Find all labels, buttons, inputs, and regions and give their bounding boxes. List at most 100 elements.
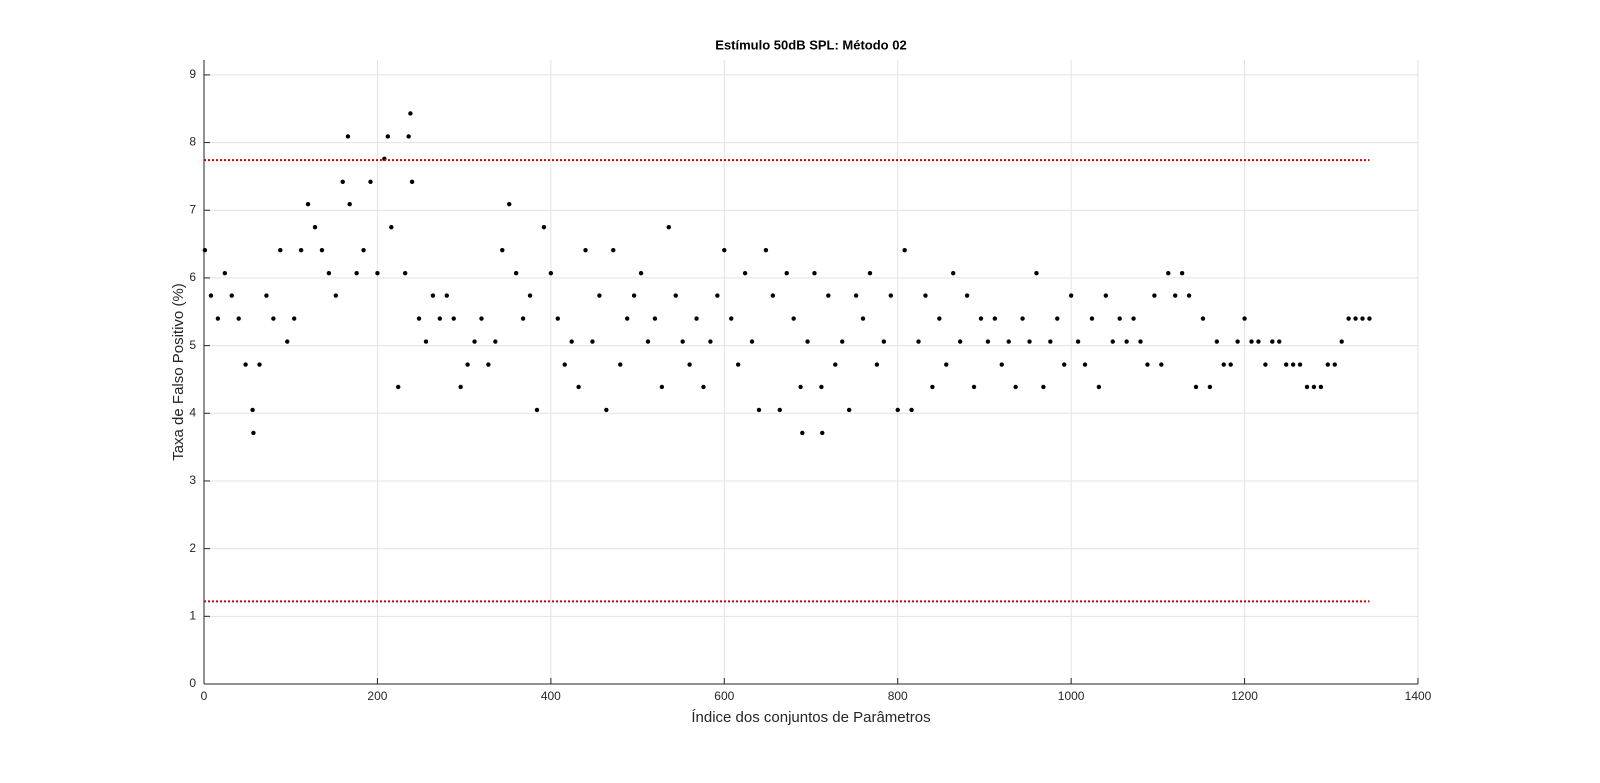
point — [1235, 339, 1240, 344]
point — [583, 247, 588, 253]
point — [1041, 384, 1046, 390]
point — [347, 201, 352, 207]
point — [853, 293, 859, 298]
point — [507, 201, 512, 207]
point — [756, 407, 762, 413]
point — [1283, 362, 1289, 367]
point — [652, 316, 658, 321]
point — [222, 270, 228, 276]
point — [833, 362, 838, 367]
point — [819, 384, 824, 390]
point — [416, 316, 422, 321]
point — [208, 293, 214, 298]
point — [1249, 339, 1254, 344]
point — [430, 293, 436, 298]
point — [846, 407, 852, 413]
point — [451, 316, 456, 321]
point — [465, 362, 470, 367]
point — [1290, 362, 1296, 367]
point — [326, 270, 332, 276]
point — [881, 339, 887, 344]
point — [805, 339, 810, 344]
point — [964, 293, 970, 298]
point — [305, 201, 311, 207]
point — [1117, 316, 1122, 321]
point — [402, 270, 408, 276]
point — [1214, 339, 1220, 344]
point — [1027, 339, 1032, 344]
point — [361, 247, 366, 253]
point — [389, 224, 394, 230]
x-tick-label: 1400 — [1405, 689, 1432, 703]
point — [777, 407, 782, 413]
point — [937, 316, 942, 321]
point — [722, 247, 727, 253]
y-tick-label: 1 — [189, 608, 196, 622]
point — [236, 316, 241, 321]
y-tick-label: 9 — [189, 67, 196, 81]
point — [1270, 339, 1275, 344]
point — [895, 407, 900, 413]
x-tick-label: 200 — [367, 689, 387, 703]
point — [798, 384, 803, 390]
point — [1006, 339, 1011, 344]
point — [618, 362, 623, 367]
point — [312, 224, 318, 230]
point — [1173, 293, 1178, 298]
point — [354, 270, 359, 276]
point — [860, 316, 866, 321]
point — [985, 339, 991, 344]
point — [800, 430, 805, 436]
point — [1186, 293, 1192, 298]
point — [555, 316, 560, 321]
point — [978, 316, 984, 321]
point — [1346, 316, 1351, 321]
point — [902, 247, 907, 253]
point — [458, 384, 463, 390]
point — [1297, 362, 1303, 367]
y-tick-label: 8 — [189, 135, 196, 149]
point — [562, 362, 567, 367]
point — [812, 270, 817, 276]
point — [396, 384, 401, 390]
point — [1228, 362, 1233, 367]
point — [408, 111, 413, 116]
point — [1096, 384, 1102, 390]
x-tick-label: 400 — [541, 689, 561, 703]
point — [472, 339, 477, 344]
point — [1089, 316, 1095, 321]
point — [1200, 316, 1206, 321]
x-tick-label: 1000 — [1058, 689, 1085, 703]
point — [909, 407, 914, 413]
point — [701, 384, 706, 390]
point — [1339, 339, 1344, 344]
point — [715, 293, 720, 298]
point — [1048, 339, 1053, 344]
point — [569, 339, 574, 344]
point — [486, 362, 491, 367]
point — [251, 430, 256, 436]
point — [215, 316, 221, 321]
x-tick-label: 1200 — [1231, 689, 1258, 703]
y-tick-label: 2 — [189, 541, 196, 555]
marks — [202, 111, 1372, 603]
point — [437, 316, 443, 321]
y-tick-label: 3 — [189, 473, 196, 487]
point — [257, 362, 262, 367]
point — [971, 384, 977, 390]
point — [298, 247, 304, 253]
point — [916, 339, 921, 344]
point — [645, 339, 651, 344]
point — [385, 134, 391, 139]
point — [687, 362, 692, 367]
point — [1318, 384, 1324, 390]
point — [708, 339, 713, 344]
point — [735, 362, 741, 367]
point — [1353, 316, 1358, 321]
point — [957, 339, 963, 344]
point — [1068, 293, 1074, 298]
point — [1193, 384, 1199, 390]
point — [1256, 339, 1261, 344]
point — [590, 339, 595, 344]
